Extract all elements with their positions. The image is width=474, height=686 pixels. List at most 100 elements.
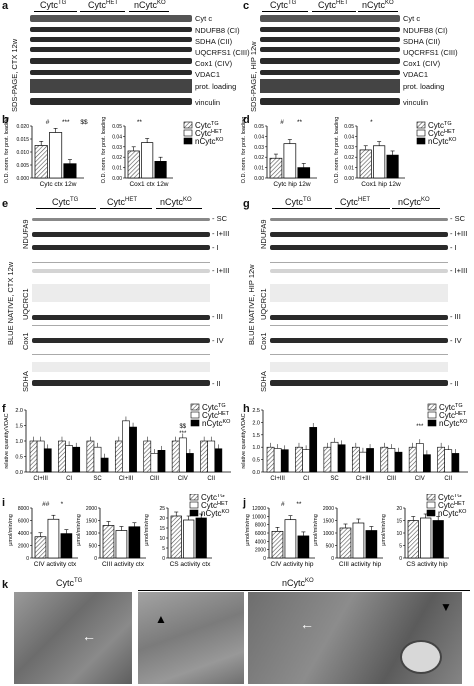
b1-bar xyxy=(34,145,48,179)
j1-tick-label: 8000 xyxy=(255,523,266,529)
h-bar xyxy=(302,449,310,473)
j1-significance: # xyxy=(281,501,285,508)
j1-tick-label: 4000 xyxy=(255,539,266,545)
band-g-ii: - II xyxy=(450,379,459,388)
f-bar xyxy=(114,440,123,473)
em-image-tg xyxy=(14,592,132,684)
f-bar xyxy=(150,453,159,473)
header-het-e: CytcHET xyxy=(107,197,137,207)
arrow-icon: ← xyxy=(82,628,96,644)
legend-swatch xyxy=(416,121,426,129)
i3-bar xyxy=(170,515,182,559)
f-bar xyxy=(43,448,52,473)
f-category-label: CI xyxy=(66,476,72,482)
header-het-c: CytcHET xyxy=(318,0,348,10)
legend-label: CytcTG xyxy=(428,121,452,130)
antibody-e-2: Cox1 xyxy=(21,332,30,350)
f-category-label: CIV xyxy=(178,476,188,482)
b2-tick-label: 0.00 xyxy=(112,176,122,182)
j3-bar xyxy=(407,520,419,559)
f-bar xyxy=(65,445,73,473)
legend-swatch xyxy=(189,509,199,517)
b2-bar xyxy=(127,150,140,179)
b1-bar xyxy=(49,132,63,179)
legend-label: CytcHET xyxy=(195,129,223,138)
j3-bar xyxy=(420,517,432,559)
panel-j-charts: µmol/min/mg020004000600080001000012000CI… xyxy=(245,494,467,568)
j1-ylabel: µmol/min/mg xyxy=(245,514,251,546)
legend-label: CytcTG xyxy=(438,494,462,502)
j1-significance: ** xyxy=(296,501,302,508)
legend-label: nCytcKO xyxy=(438,509,467,518)
f-category-label: CII xyxy=(207,476,215,482)
j3-tick-label: 5 xyxy=(399,544,402,550)
i2-bar xyxy=(128,526,141,559)
western-blot-c xyxy=(260,13,400,110)
i3-tick-label: 5 xyxy=(162,546,165,552)
h-tick-label: 0.5 xyxy=(252,458,260,464)
arrowhead-icon: ▲ xyxy=(155,612,167,626)
i2-tick-label: 500 xyxy=(89,544,98,550)
row-a-0: Cyt c xyxy=(195,14,213,23)
d2-xlabel: Cox1 hip 12w xyxy=(361,181,401,188)
row-c-5: VDAC1 xyxy=(403,70,429,79)
panel-c-side-label: SDS-PAGE, HIP 12w xyxy=(249,41,258,112)
j3-ylabel: µmol/min/mg xyxy=(381,514,387,546)
legend-label: CytcTG xyxy=(439,403,463,412)
panel-b-charts: O.D. norm. for prot. loading 0.000 0.005 0.… xyxy=(4,117,224,188)
row-c-0: Cyt c xyxy=(403,14,421,23)
panel-label-k: k xyxy=(2,579,9,591)
i3-xlabel: CS activity ctx xyxy=(170,561,212,568)
panel-label-d: d xyxy=(243,114,250,126)
legend-swatch xyxy=(189,501,199,509)
row-a-5: VDAC1 xyxy=(195,70,221,79)
legend-label: CytcTG xyxy=(195,121,219,130)
legend-swatch xyxy=(427,411,437,419)
band-g-i-iii-2: - I+III xyxy=(450,266,468,275)
j1-xlabel: CIV activity hip xyxy=(271,561,314,568)
row-a-4: Cox1 (CIV) xyxy=(195,59,233,68)
j3-tick-label: 15 xyxy=(396,519,402,525)
legend-label: CytcTG xyxy=(201,494,225,502)
panel-d-charts: O.D. norm. for prot. loading 0.00 0.01 0.02… xyxy=(241,117,457,188)
i2-bar xyxy=(102,525,115,559)
d-ylabel: O.D. norm. for prot. loading xyxy=(241,117,247,184)
header-k-tg: CytcTG xyxy=(56,578,83,588)
j1-tick-label: 6000 xyxy=(255,531,266,537)
legend-swatch xyxy=(426,494,436,501)
d2-tick-label: 0.05 xyxy=(344,124,354,130)
b2-bar xyxy=(141,142,154,179)
legend-label: nCytcKO xyxy=(428,137,457,146)
band-e-iv: - IV xyxy=(212,336,224,345)
b1-xlabel: Cytc ctx 12w xyxy=(40,181,77,188)
legend-swatch xyxy=(189,494,199,501)
panel-label-h: h xyxy=(243,403,250,415)
b2-tick-label: 0.03 xyxy=(112,145,122,151)
f-bar xyxy=(122,420,130,473)
h-bar xyxy=(408,446,417,473)
antibody-e-3: SDHA xyxy=(21,371,30,392)
d1-tick-label: 0.03 xyxy=(254,145,264,151)
f-bar xyxy=(143,440,152,473)
i2-xlabel: CIII activity ctx xyxy=(102,561,145,568)
h-tick-label: 0.0 xyxy=(252,470,260,476)
legend-swatch xyxy=(416,129,426,137)
i2-tick-label: 1000 xyxy=(86,531,97,537)
panel-h-chart: relative quantity/VDAC 0.0 0.5 1.0 1.5 2.0 2.5… xyxy=(241,403,468,482)
f-category-label: CI+III xyxy=(119,476,134,482)
legend-label: nCytcKO xyxy=(202,419,231,428)
legend-swatch xyxy=(416,137,426,145)
h-significance: *** xyxy=(416,424,424,430)
i1-significance: ## xyxy=(42,501,50,508)
i1-tick-label: 0 xyxy=(26,556,29,562)
j2-xlabel: CIII activity hip xyxy=(339,561,382,568)
h-category-label: CI xyxy=(303,476,309,482)
d2-tick-label: 0.01 xyxy=(344,166,354,172)
f-category-label: SC xyxy=(93,476,102,482)
b-ylabel: O.D. norm. for prot. loading xyxy=(4,117,10,184)
f-bar xyxy=(100,457,109,473)
f-tick-label: 1.0 xyxy=(15,439,23,445)
j2-tick-label: 500 xyxy=(326,544,335,550)
arrow-icon: ← xyxy=(300,616,314,632)
panel-a-side-label: SDS-PAGE, CTX 12w xyxy=(10,38,19,112)
